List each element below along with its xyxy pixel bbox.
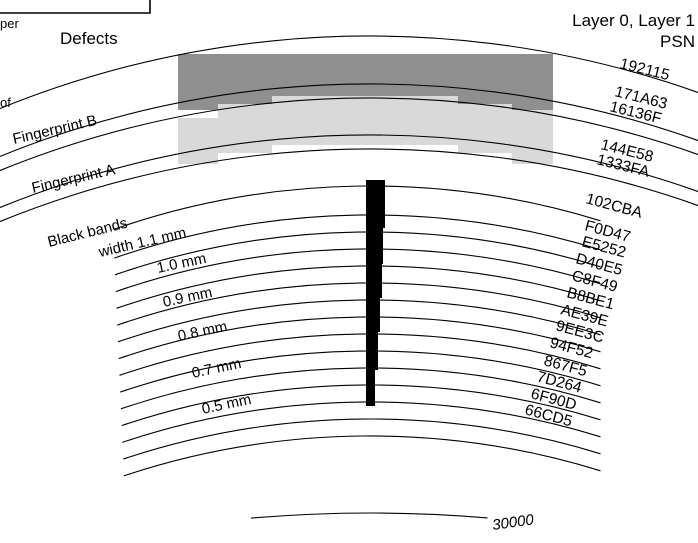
black-band-0-7mm — [366, 330, 378, 370]
lower-track-15 — [123, 435, 601, 477]
band-width-1-0: 1.0 mm — [155, 250, 207, 277]
lower-track-1 — [113, 185, 601, 230]
upper-tracks — [0, 35, 698, 223]
lower-track-3 — [114, 231, 601, 276]
psn-label: PSN — [660, 32, 695, 51]
lower-track-14 — [123, 418, 601, 460]
black-band-0-8mm — [366, 296, 380, 332]
psn-label-192115: 192115 — [618, 55, 671, 84]
upper-track-5 — [0, 148, 698, 223]
band-width-0-5: 0.5 mm — [200, 391, 252, 418]
fingerprint-a-region — [178, 96, 553, 164]
lower-track-8 — [118, 316, 601, 360]
psn-lower-labels: 102CBA F0D47 E5252 D40E5 C8F49 B8BE1 AE3… — [523, 190, 645, 430]
band-width-0-9: 0.9 mm — [161, 284, 213, 311]
lower-tracks — [113, 185, 601, 477]
psn-label-102cba: 102CBA — [584, 190, 645, 222]
psn-upper-labels: 192115 171A63 16136F 144E58 1333FA — [595, 55, 671, 181]
corner-box — [0, 0, 151, 14]
black-band-0-9mm — [366, 262, 382, 298]
black-bands — [366, 180, 385, 406]
bottom-track-value: 30000 — [491, 511, 535, 534]
black-band-1-0mm — [366, 226, 383, 264]
upper-track-2 — [0, 83, 698, 158]
black-band-1-1mm — [366, 180, 385, 228]
lower-track-7 — [117, 299, 601, 343]
bottom-track — [251, 512, 488, 519]
fingerprint-a-label: Fingerprint A — [30, 161, 117, 197]
lower-track-4 — [115, 248, 601, 293]
upper-track-4 — [0, 134, 698, 209]
defects-label: Defects — [60, 29, 118, 48]
lower-track-13 — [122, 401, 601, 443]
lower-track-2 — [114, 214, 601, 259]
upper-track-3 — [0, 97, 698, 172]
corner-text: per — [0, 16, 19, 31]
black-band-0-5mm — [366, 368, 375, 406]
layer-label: Layer 0, Layer 1 — [572, 11, 695, 30]
lower-track-5 — [116, 265, 601, 309]
lower-track-12 — [121, 384, 601, 427]
side-text: of — [0, 95, 11, 110]
lower-track-10 — [120, 350, 601, 393]
lower-track-9 — [119, 333, 601, 376]
fingerprint-b-label: Fingerprint B — [11, 112, 98, 148]
upper-track-1 — [0, 35, 698, 110]
bottom-track-arc — [251, 512, 488, 519]
band-width-0-7: 0.7 mm — [190, 355, 242, 382]
lower-track-6 — [117, 282, 601, 326]
lower-track-11 — [120, 367, 601, 410]
fingerprint-b-region — [178, 54, 553, 110]
